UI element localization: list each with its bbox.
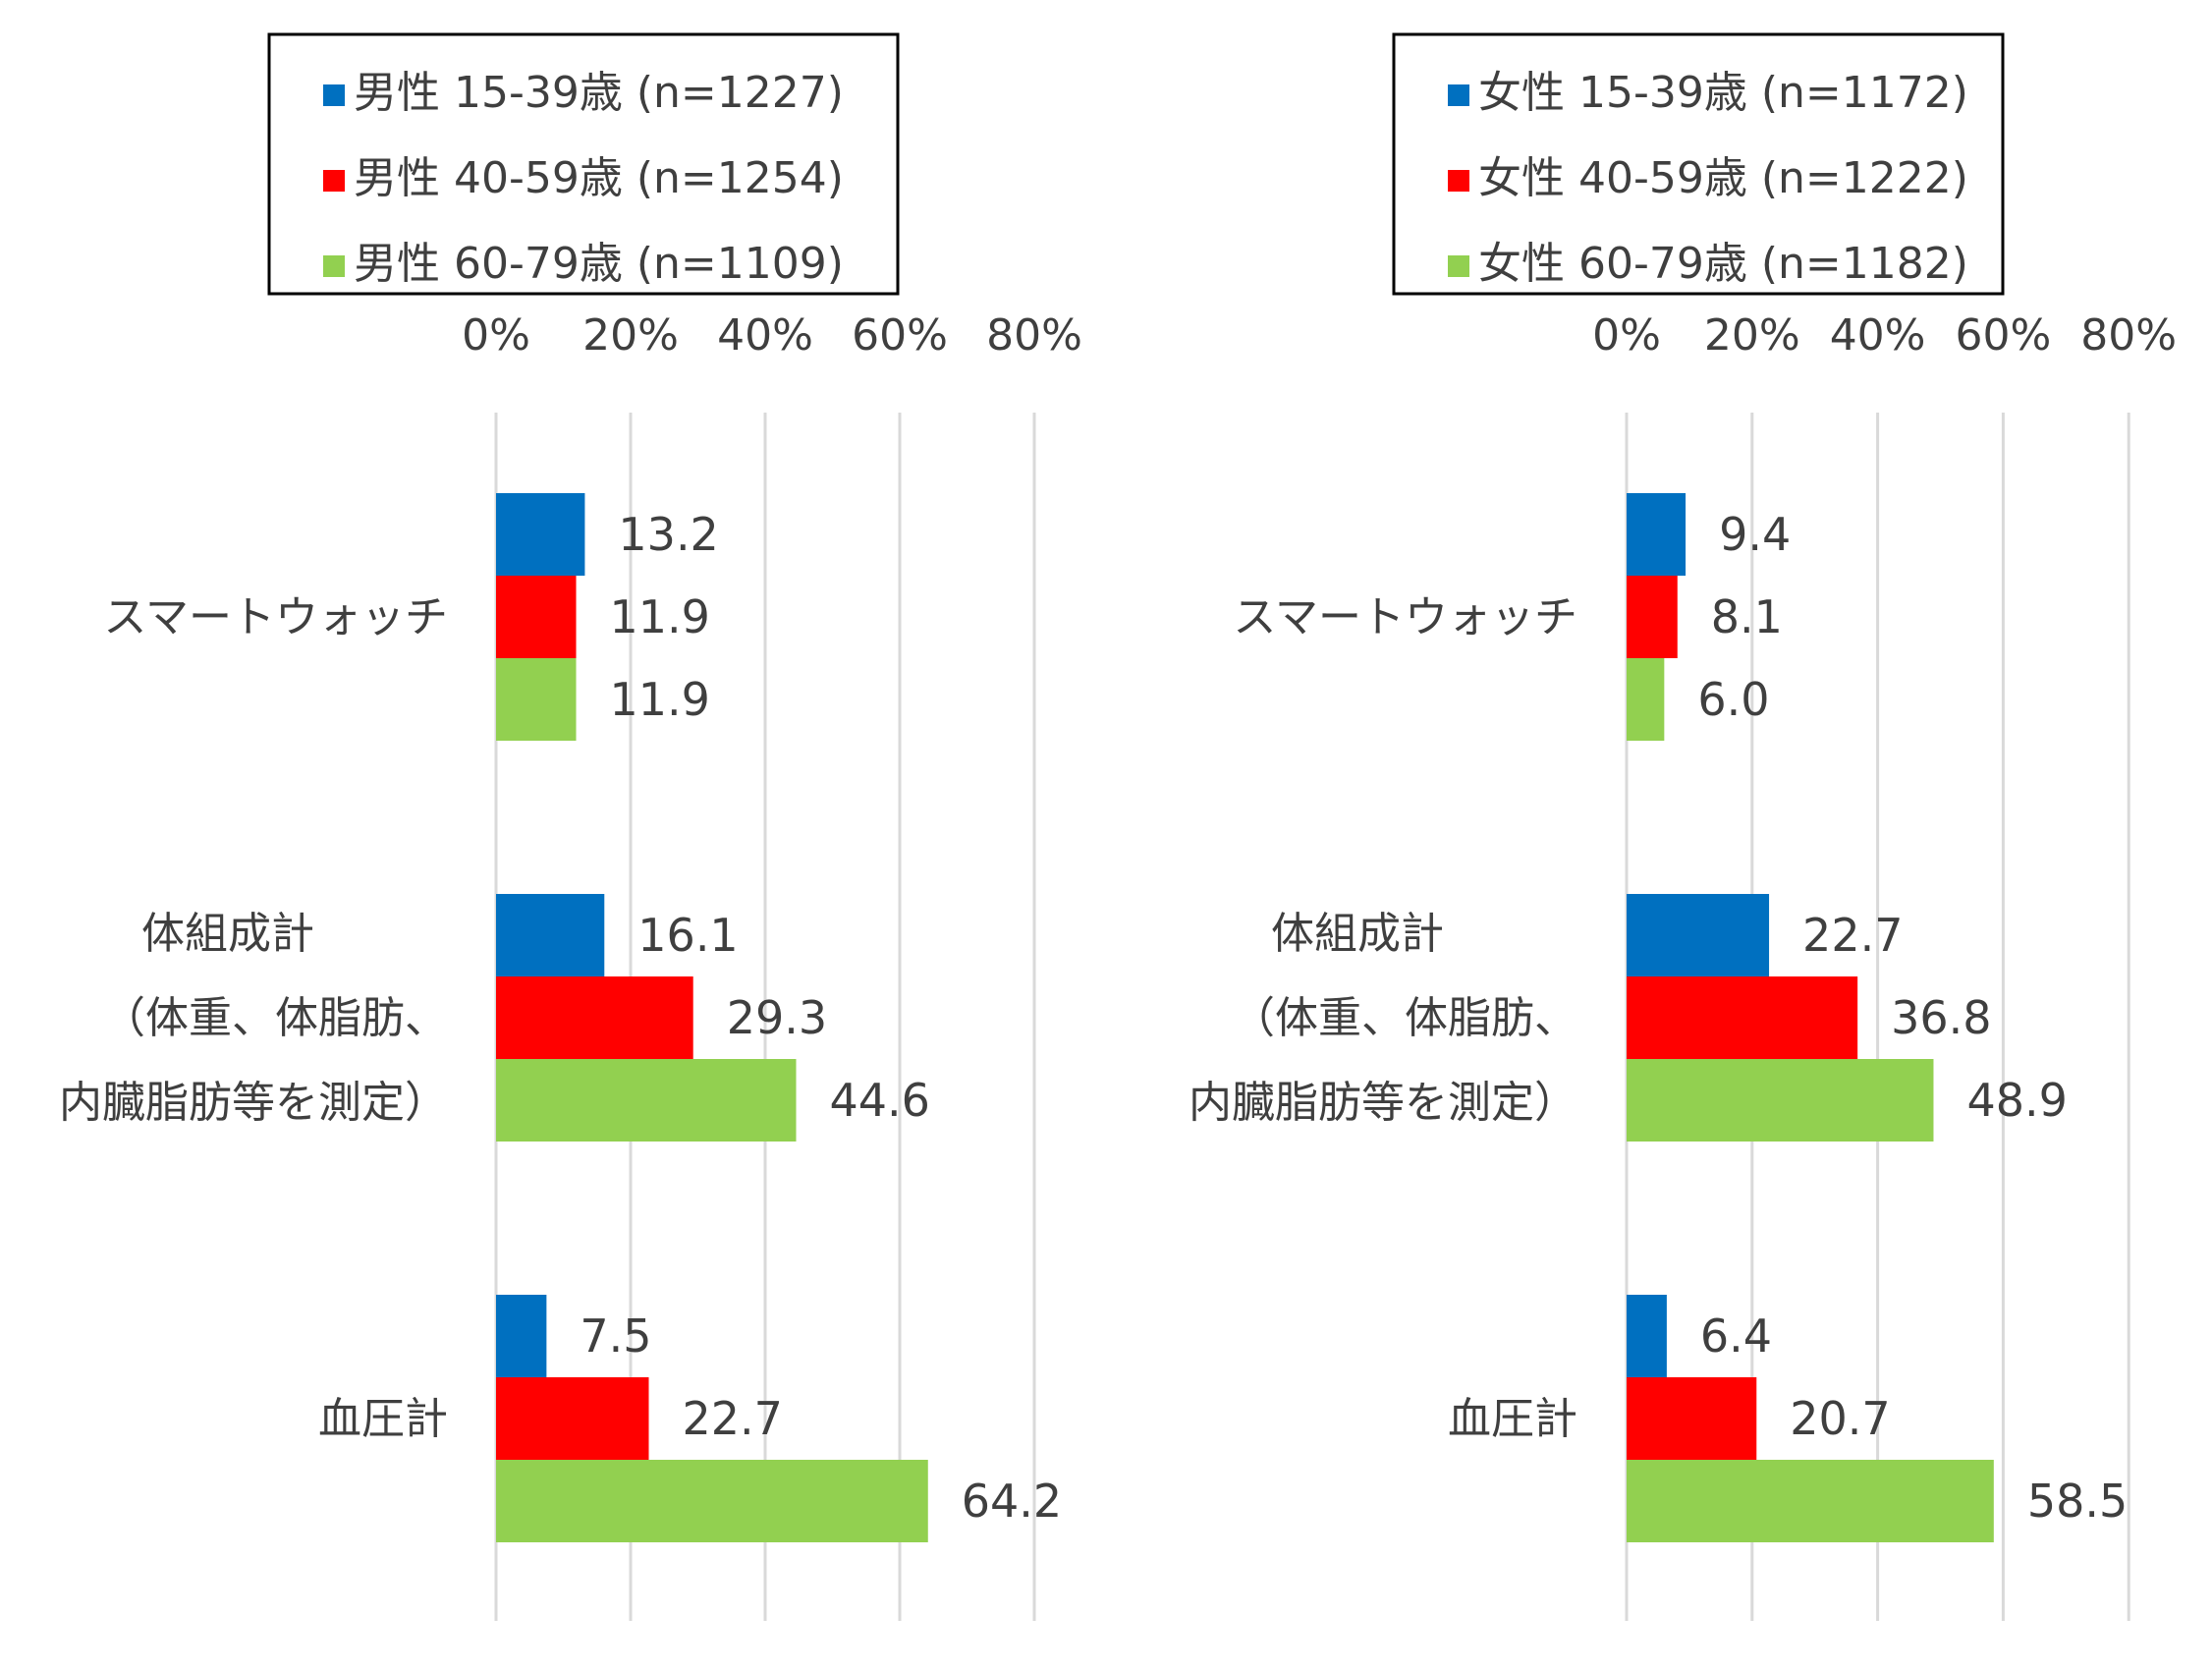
data-label: 6.0 — [1697, 673, 1769, 726]
data-label: 11.9 — [610, 673, 710, 726]
x-tick-label: 80% — [2080, 310, 2177, 361]
legend-swatch — [1448, 255, 1469, 277]
legend-box — [1392, 32, 2005, 296]
bar — [1627, 1059, 1934, 1142]
bar — [496, 1377, 649, 1460]
bar — [1627, 894, 1770, 976]
data-label: 44.6 — [830, 1074, 930, 1127]
bar — [1627, 493, 1687, 576]
data-label: 58.5 — [2027, 1475, 2128, 1528]
category-label: （体重、体脂肪、 — [1232, 993, 1577, 1043]
x-tick-label: 60% — [852, 310, 948, 361]
legend-swatch — [1448, 84, 1469, 106]
bar — [496, 894, 605, 976]
category-label: 内臓脂肪等を測定） — [59, 1078, 448, 1128]
data-label: 11.9 — [610, 590, 710, 643]
x-tick-label: 20% — [1704, 310, 1800, 361]
male-chart-panel: 0% 20% 40% 60% 80% 男性 15-39歳 (n=1227) 男性 40-59… — [59, 32, 1082, 1621]
bar — [496, 1295, 547, 1377]
x-tick-label: 20% — [582, 310, 679, 361]
data-label: 13.2 — [618, 508, 718, 561]
data-label: 64.2 — [962, 1475, 1062, 1528]
bar — [496, 1460, 928, 1542]
legend-entry: 男性 60-79歳 (n=1109) — [354, 239, 844, 289]
bar — [1627, 1460, 1994, 1542]
bar — [1627, 658, 1665, 741]
category-label: スマートウォッチ — [103, 592, 448, 642]
data-label: 22.7 — [1802, 909, 1903, 962]
bar — [1627, 1377, 1757, 1460]
legend-swatch — [323, 255, 345, 277]
data-label: 8.1 — [1711, 590, 1783, 643]
category-label: スマートウォッチ — [1233, 592, 1577, 642]
female-chart-panel: 0% 20% 40% 60% 80% 女性 15-39歳 (n=1172) 女性 40-59… — [1189, 32, 2177, 1621]
data-label: 7.5 — [580, 1309, 651, 1363]
data-label: 48.9 — [1966, 1074, 2067, 1127]
legend-entry: 女性 60-79歳 (n=1182) — [1478, 239, 1968, 289]
category-label: 血圧計 — [1448, 1394, 1577, 1444]
bar — [1627, 576, 1678, 658]
category-label: 体組成計 — [1271, 909, 1444, 959]
bar — [496, 493, 585, 576]
category-label: 血圧計 — [318, 1394, 448, 1444]
legend-box — [267, 32, 900, 296]
data-label: 29.3 — [727, 991, 827, 1044]
category-label: （体重、体脂肪、 — [102, 993, 448, 1043]
x-tick-label: 40% — [717, 310, 813, 361]
bar — [1627, 976, 1858, 1059]
bar — [496, 976, 693, 1059]
x-tick-label: 0% — [1592, 310, 1661, 361]
legend-swatch — [1448, 170, 1469, 192]
legend-entry: 男性 15-39歳 (n=1227) — [354, 68, 844, 118]
x-tick-label: 80% — [986, 310, 1082, 361]
bar — [496, 576, 577, 658]
data-label: 20.7 — [1790, 1392, 1890, 1445]
legend-entry: 女性 15-39歳 (n=1172) — [1478, 68, 1968, 118]
data-label: 22.7 — [682, 1392, 782, 1445]
bar — [1627, 1295, 1667, 1377]
data-label: 16.1 — [637, 909, 738, 962]
category-label: 体組成計 — [141, 909, 314, 959]
legend-swatch — [323, 170, 345, 192]
data-label: 6.4 — [1700, 1309, 1772, 1363]
legend-entry: 女性 40-59歳 (n=1222) — [1478, 153, 1968, 203]
x-tick-label: 0% — [462, 310, 530, 361]
legend-entry: 男性 40-59歳 (n=1254) — [354, 153, 844, 203]
bar — [496, 1059, 797, 1142]
category-label: 内臓脂肪等を測定） — [1189, 1078, 1577, 1128]
data-label: 36.8 — [1891, 991, 1991, 1044]
data-label: 9.4 — [1719, 508, 1791, 561]
x-tick-label: 40% — [1830, 310, 1926, 361]
bar — [496, 658, 577, 741]
x-tick-label: 60% — [1956, 310, 2052, 361]
legend-swatch — [323, 84, 345, 106]
